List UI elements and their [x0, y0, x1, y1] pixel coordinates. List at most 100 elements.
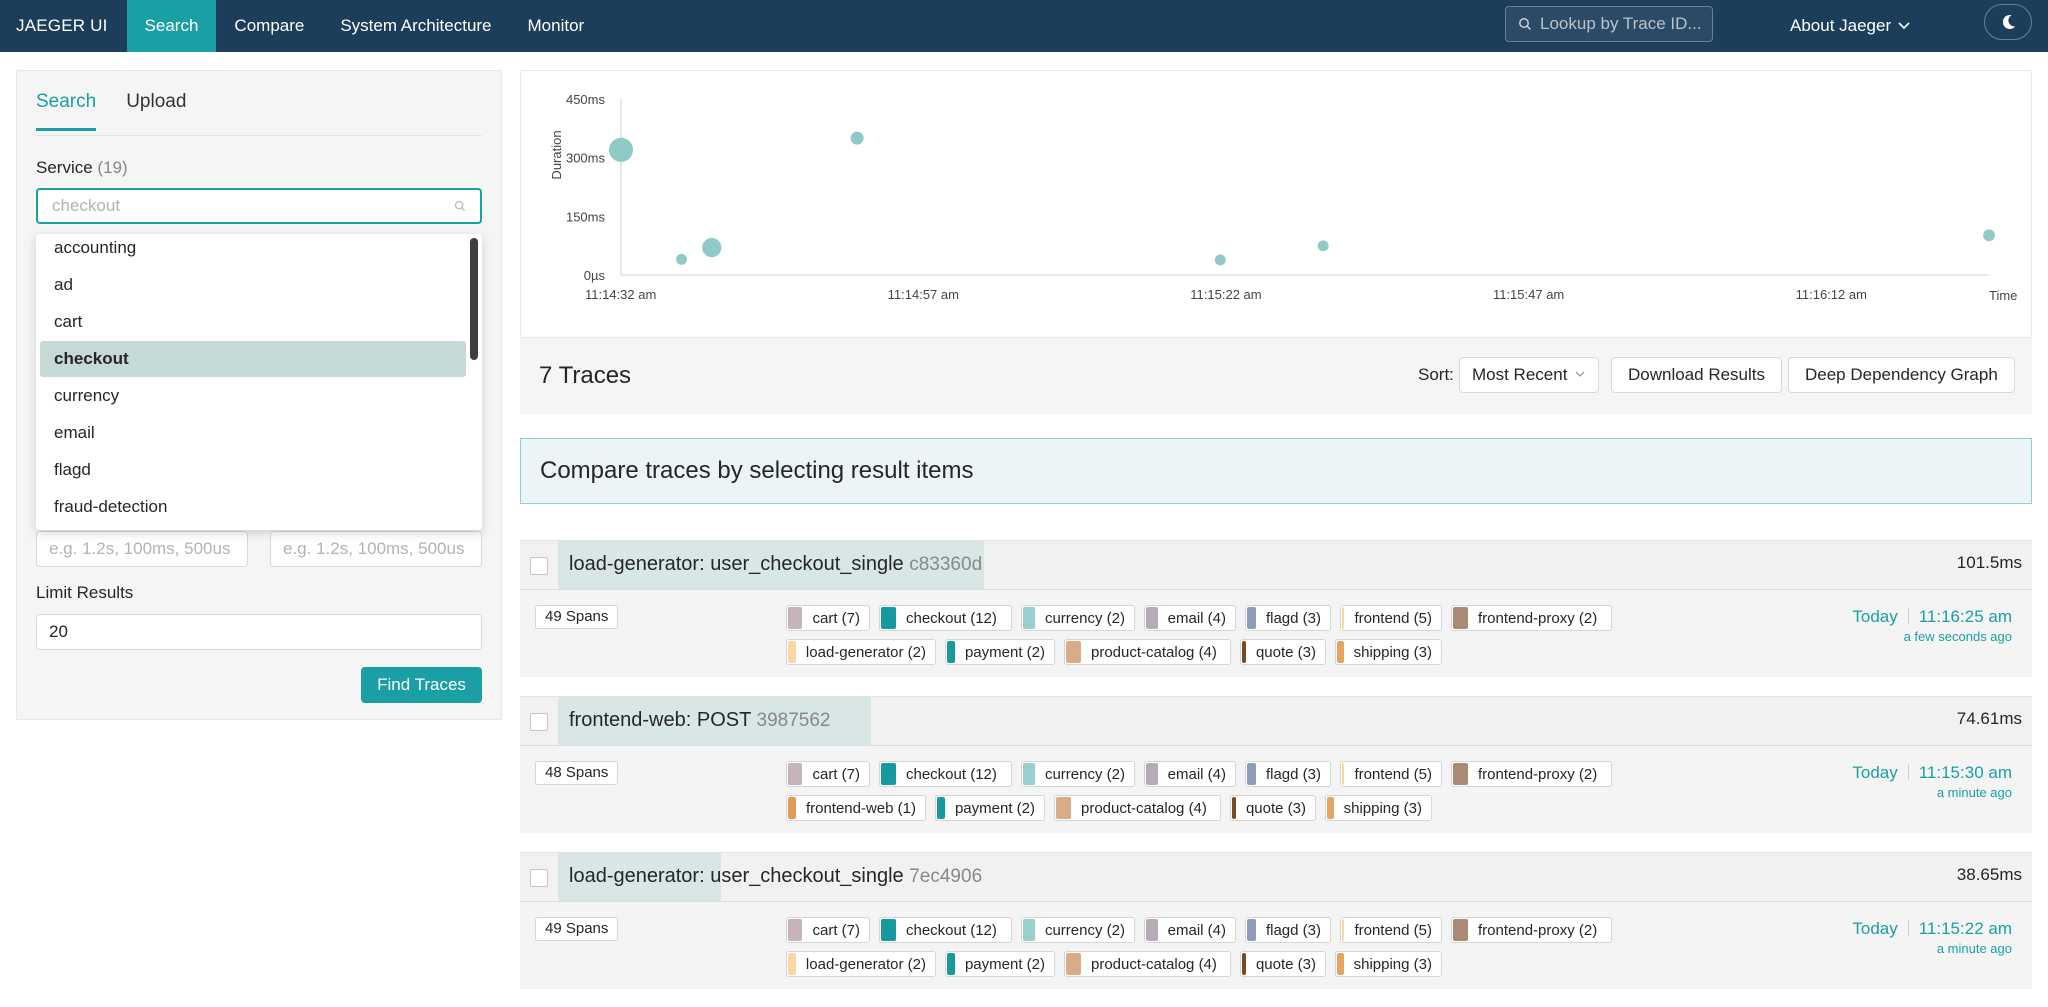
trace-header[interactable]: load-generator: user_checkout_single 7ec… — [520, 853, 2032, 902]
service-tag-label: quote (3) — [1255, 643, 1316, 661]
service-tag: product-catalog (4) — [1054, 795, 1221, 821]
trace-title[interactable]: load-generator: user_checkout_single c83… — [569, 553, 982, 576]
span-count-badge: 49 Spans — [535, 917, 619, 941]
service-tag: quote (3) — [1240, 951, 1326, 977]
y-ticks: 0µs 150ms 300ms 450ms — [566, 92, 606, 283]
x-ticks: 11:14:32 am 11:14:57 am 11:15:22 am 11:15:4… — [585, 287, 1867, 302]
service-option-accounting[interactable]: accounting — [54, 238, 137, 257]
sort-select[interactable]: Most Recent — [1459, 357, 1599, 393]
find-traces-button[interactable]: Find Traces — [361, 667, 482, 703]
about-menu[interactable]: About Jaeger — [1790, 0, 1911, 52]
trace-card[interactable]: load-generator: user_checkout_single c83… — [520, 540, 2032, 677]
limit-input[interactable] — [36, 614, 482, 650]
x-tick-label: 11:14:57 am — [888, 287, 959, 302]
compare-text: Compare traces by selecting result items — [540, 457, 974, 484]
service-option-flagd[interactable]: flagd — [54, 460, 91, 479]
service-tag: product-catalog (4) — [1064, 639, 1231, 665]
service-color-swatch — [1023, 763, 1035, 785]
scatter-plot[interactable]: Duration Time 0µs 150ms 300ms 450ms 11:14:3… — [521, 71, 2033, 339]
trace-title[interactable]: frontend-web: POST 3987562 — [569, 709, 830, 732]
trace-point[interactable] — [1317, 240, 1329, 252]
service-tag-label: currency (2) — [1044, 609, 1125, 627]
theme-toggle-button[interactable] — [1984, 4, 2032, 40]
service-color-swatch — [1453, 763, 1468, 785]
trace-relative-time: a few seconds ago — [1903, 629, 2012, 644]
nav-monitor[interactable]: Monitor — [527, 16, 585, 35]
service-option-fraud-detection[interactable]: fraud-detection — [54, 497, 168, 516]
service-option-ad[interactable]: ad — [54, 275, 73, 294]
trace-service-operation: frontend-web: POST — [569, 709, 751, 731]
service-color-swatch — [1453, 919, 1468, 941]
trace-card[interactable]: frontend-web: POST 3987562 74.61ms 48 Sp… — [520, 696, 2032, 833]
service-tag-label: shipping (3) — [1353, 643, 1432, 661]
service-color-swatch — [1337, 953, 1344, 975]
timestamp-divider — [1907, 764, 1909, 780]
trace-timestamp: Today 11:15:30 am a minute ago — [1852, 763, 2012, 800]
service-tag: cart (7) — [786, 917, 870, 943]
trace-duration: 38.65ms — [1956, 865, 2022, 884]
trace-header[interactable]: load-generator: user_checkout_single c83… — [520, 541, 2032, 590]
max-duration-input[interactable] — [270, 531, 482, 567]
y-tick-label: 0µs — [584, 268, 606, 283]
trace-id: 3987562 — [756, 710, 831, 731]
service-tag: frontend-proxy (2) — [1451, 605, 1612, 631]
service-color-swatch — [1023, 919, 1035, 941]
min-duration-input[interactable] — [36, 531, 248, 567]
service-color-swatch — [1342, 763, 1345, 785]
results-header: 7 Traces Sort: Most Recent Download Resu… — [520, 338, 2032, 414]
nav-search[interactable]: Search — [126, 0, 217, 52]
trace-header[interactable]: frontend-web: POST 3987562 74.61ms — [520, 697, 2032, 746]
timestamp-divider — [1907, 920, 1909, 936]
dropdown-scroll-thumb[interactable] — [470, 238, 478, 360]
service-option-email[interactable]: email — [54, 423, 95, 442]
brand-link[interactable]: JAEGER UI — [16, 16, 108, 35]
trace-point[interactable] — [1214, 254, 1226, 266]
trace-point[interactable] — [1983, 229, 1995, 242]
service-tag-label: flagd (3) — [1265, 765, 1321, 783]
trace-select-checkbox[interactable] — [530, 713, 548, 731]
service-tag-label: load-generator (2) — [805, 955, 926, 973]
trace-point[interactable] — [850, 131, 864, 145]
trace-select-checkbox[interactable] — [530, 557, 548, 575]
service-tag: currency (2) — [1021, 761, 1135, 787]
dropdown-scrollbar[interactable] — [470, 238, 478, 526]
service-tag: shipping (3) — [1325, 795, 1432, 821]
y-tick-label: 450ms — [566, 92, 606, 107]
service-color-swatch — [1146, 763, 1158, 785]
trace-title[interactable]: load-generator: user_checkout_single 7ec… — [569, 865, 982, 888]
download-results-button[interactable]: Download Results — [1611, 357, 1783, 393]
tab-upload[interactable]: Upload — [126, 91, 187, 112]
service-tag: payment (2) — [945, 639, 1055, 665]
limit-label: Limit Results — [36, 583, 134, 602]
service-color-swatch — [1146, 607, 1158, 629]
trace-select-checkbox[interactable] — [530, 869, 548, 887]
service-color-swatch — [788, 797, 796, 819]
service-search-input[interactable] — [50, 195, 454, 217]
service-tag: email (4) — [1144, 917, 1236, 943]
service-option-cart[interactable]: cart — [54, 312, 83, 331]
service-option-currency[interactable]: currency — [54, 386, 120, 405]
trace-time: 11:15:30 am — [1918, 763, 2012, 782]
tab-search[interactable]: Search — [36, 91, 97, 131]
service-tag-label: frontend-proxy (2) — [1478, 765, 1598, 783]
service-color-swatch — [881, 763, 896, 785]
trace-point[interactable] — [676, 253, 687, 265]
service-tag: quote (3) — [1230, 795, 1316, 821]
service-tag: frontend-web (1) — [786, 795, 926, 821]
service-tag: quote (3) — [1240, 639, 1326, 665]
trace-lookup-input[interactable] — [1538, 13, 1712, 35]
service-option-checkout[interactable]: checkout — [40, 341, 466, 377]
service-tag-label: frontend-proxy (2) — [1478, 921, 1598, 939]
chevron-down-icon — [1574, 358, 1586, 404]
search-icon — [454, 200, 466, 212]
nav-system-architecture[interactable]: System Architecture — [340, 16, 492, 35]
service-color-swatch — [947, 953, 955, 975]
nav-compare[interactable]: Compare — [234, 16, 305, 35]
deep-dependency-graph-button[interactable]: Deep Dependency Graph — [1788, 357, 2015, 393]
span-count-badge: 48 Spans — [535, 761, 619, 785]
trace-point[interactable] — [608, 137, 634, 162]
trace-card[interactable]: load-generator: user_checkout_single 7ec… — [520, 852, 2032, 989]
trace-timestamp: Today 11:15:22 am a minute ago — [1852, 919, 2012, 956]
trace-point[interactable] — [702, 238, 722, 258]
service-color-swatch — [1242, 953, 1246, 975]
